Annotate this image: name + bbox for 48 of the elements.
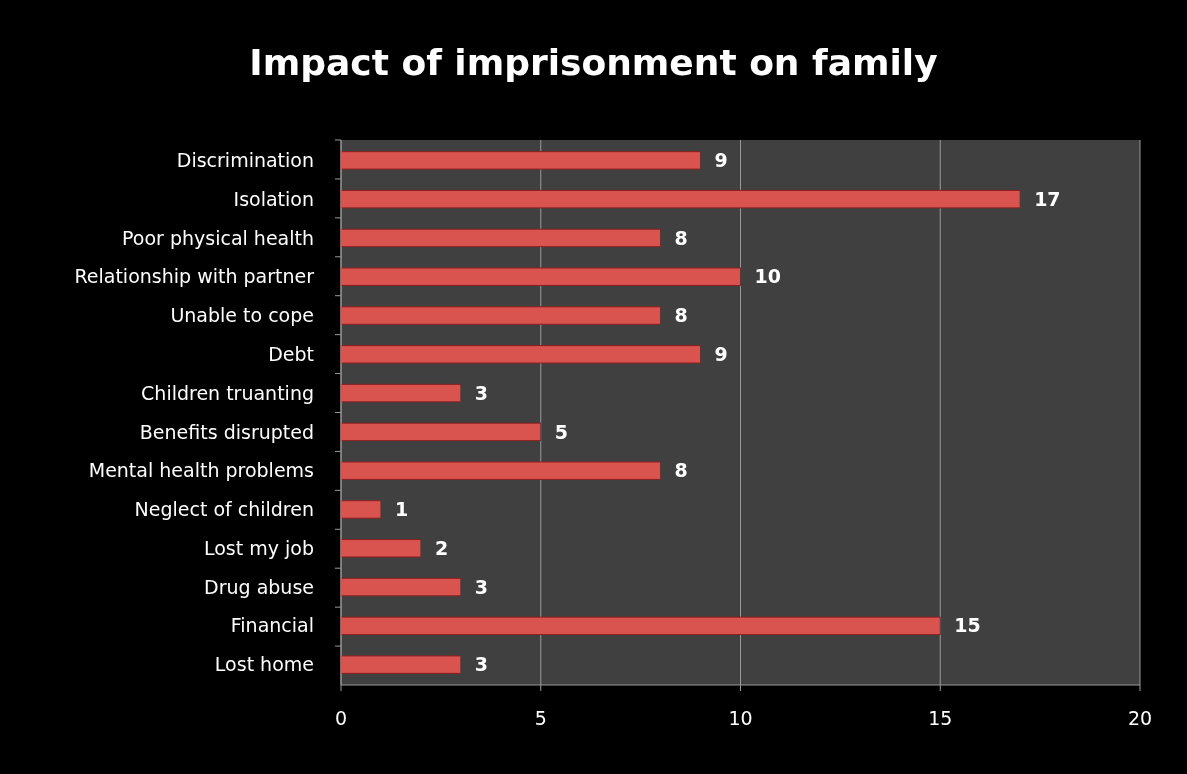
- bar: [340, 500, 382, 519]
- x-tick-label: 5: [534, 707, 547, 729]
- data-label: 15: [954, 614, 981, 637]
- y-tick-label: Benefits disrupted: [139, 420, 314, 443]
- bar: [340, 422, 542, 442]
- bar: [340, 383, 462, 403]
- y-tick-label: Poor physical health: [122, 226, 314, 249]
- bar: [340, 228, 662, 248]
- data-label: 3: [474, 575, 489, 598]
- y-tick-label: Lost my job: [203, 536, 314, 559]
- y-tick-label: Drug abuse: [204, 575, 314, 598]
- data-label: 3: [474, 653, 489, 676]
- y-tick-label: Relationship with partner: [74, 265, 315, 288]
- data-label: 3: [474, 381, 489, 404]
- bar: [340, 189, 1021, 209]
- chart-title: Impact of imprisonment on family: [249, 42, 938, 83]
- data-label: 8: [674, 226, 688, 249]
- y-tick-label: Neglect of children: [134, 498, 314, 521]
- bar: [340, 539, 422, 558]
- bar: [340, 616, 941, 636]
- x-tick-label: 10: [728, 707, 753, 729]
- data-label: 17: [1034, 187, 1061, 210]
- y-tick-label: Debt: [268, 342, 314, 365]
- x-tick-label: 15: [928, 707, 953, 729]
- y-tick-label: Lost home: [214, 653, 314, 676]
- data-label: 9: [714, 149, 728, 172]
- y-tick-label: Isolation: [233, 187, 314, 210]
- data-label: 1: [394, 498, 409, 521]
- data-label: 9: [714, 342, 728, 365]
- x-tick-label: 0: [334, 707, 348, 729]
- bar: [340, 655, 462, 674]
- bar: [340, 345, 702, 364]
- data-label: 8: [674, 459, 688, 482]
- bar: [340, 461, 662, 480]
- data-label: 5: [554, 420, 568, 443]
- bar: [340, 577, 462, 597]
- data-label: 2: [434, 536, 449, 559]
- data-label: 8: [674, 304, 688, 327]
- x-tick-label: 20: [1127, 707, 1153, 729]
- y-tick-label: Unable to cope: [170, 304, 314, 327]
- bar: [340, 267, 741, 286]
- y-tick-label: Mental health problems: [88, 459, 314, 482]
- bar: [340, 151, 702, 170]
- bar: [340, 306, 662, 325]
- y-tick-label: Children truanting: [141, 381, 314, 404]
- y-tick-label: Financial: [230, 614, 314, 637]
- y-tick-label: Discrimination: [176, 149, 314, 172]
- data-label: 10: [754, 265, 781, 288]
